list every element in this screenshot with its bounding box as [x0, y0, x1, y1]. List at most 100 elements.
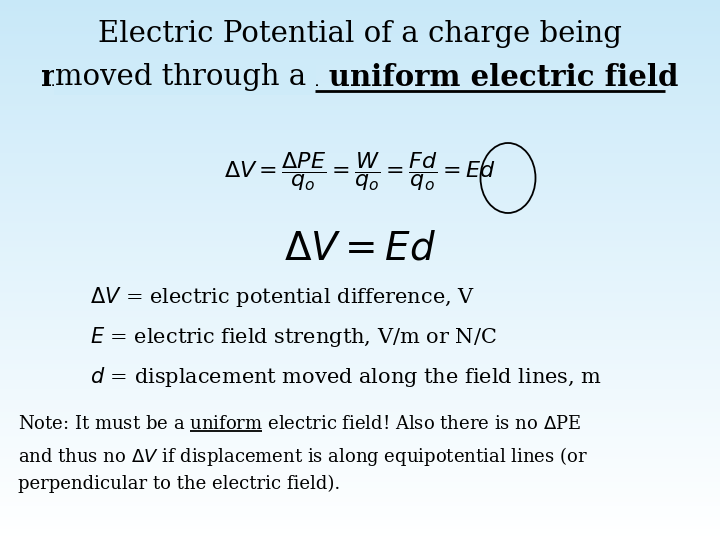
Bar	[0, 58, 720, 59]
Bar	[0, 207, 720, 209]
Bar	[0, 401, 720, 403]
Bar	[0, 387, 720, 389]
Bar	[0, 153, 720, 155]
Bar	[0, 299, 720, 301]
Bar	[0, 180, 720, 182]
Bar	[0, 529, 720, 531]
Bar	[0, 65, 720, 66]
Bar	[0, 488, 720, 490]
Bar	[0, 193, 720, 194]
Bar	[0, 528, 720, 529]
Bar	[0, 119, 720, 120]
Bar	[0, 92, 720, 93]
Bar	[0, 319, 720, 320]
Bar	[0, 474, 720, 475]
Bar	[0, 331, 720, 333]
Bar	[0, 49, 720, 50]
Text: Note: It must be a uniform electric field! Also there is no $\Delta$PE: Note: It must be a uniform electric fiel…	[18, 415, 581, 433]
Bar	[0, 471, 720, 474]
Bar	[0, 160, 720, 162]
Bar	[0, 198, 720, 200]
Bar	[0, 185, 720, 187]
Bar	[0, 531, 720, 533]
Bar	[0, 329, 720, 331]
Bar	[0, 393, 720, 394]
Bar	[0, 270, 720, 272]
Bar	[0, 93, 720, 96]
Bar	[0, 126, 720, 128]
Bar	[0, 266, 720, 268]
Bar	[0, 18, 720, 20]
Bar	[0, 463, 720, 464]
Bar	[0, 515, 720, 517]
Bar	[0, 72, 720, 74]
Bar	[0, 106, 720, 108]
Bar	[0, 252, 720, 254]
Bar	[0, 513, 720, 515]
Bar	[0, 447, 720, 448]
Bar	[0, 5, 720, 7]
Bar	[0, 239, 720, 241]
Bar	[0, 335, 720, 336]
Bar	[0, 54, 720, 56]
Bar	[0, 225, 720, 227]
Bar	[0, 74, 720, 76]
Bar	[0, 466, 720, 468]
Bar	[0, 282, 720, 285]
Bar	[0, 308, 720, 309]
Bar	[0, 77, 720, 79]
Bar	[0, 410, 720, 412]
Bar	[0, 430, 720, 432]
Bar	[0, 227, 720, 228]
Bar	[0, 135, 720, 137]
Text: $\Delta V$ = electric potential difference, V: $\Delta V$ = electric potential differen…	[90, 285, 475, 309]
Bar	[0, 223, 720, 225]
Bar	[0, 333, 720, 335]
Bar	[0, 123, 720, 124]
Bar	[0, 312, 720, 313]
Bar	[0, 340, 720, 342]
Bar	[0, 322, 720, 324]
Bar	[0, 302, 720, 304]
Bar	[0, 115, 720, 117]
Bar	[0, 309, 720, 312]
Text: and thus no $\Delta V$ if displacement is along equipotential lines (or: and thus no $\Delta V$ if displacement i…	[18, 445, 588, 468]
Bar	[0, 517, 720, 518]
Text: Electric Potential of a charge being: Electric Potential of a charge being	[98, 20, 622, 48]
Bar	[0, 16, 720, 18]
Bar	[0, 147, 720, 150]
Bar	[0, 403, 720, 405]
Bar	[0, 158, 720, 160]
Bar	[0, 281, 720, 282]
Bar	[0, 497, 720, 498]
Bar	[0, 454, 720, 455]
Bar	[0, 196, 720, 198]
Bar	[0, 346, 720, 347]
Bar	[0, 184, 720, 185]
Bar	[0, 441, 720, 443]
Bar	[0, 520, 720, 522]
Bar	[0, 204, 720, 205]
Bar	[0, 241, 720, 243]
Bar	[0, 245, 720, 247]
Bar	[0, 31, 720, 32]
Bar	[0, 301, 720, 302]
Bar	[0, 366, 720, 367]
Bar	[0, 218, 720, 220]
Bar	[0, 140, 720, 142]
Bar	[0, 150, 720, 151]
Bar	[0, 212, 720, 214]
Bar	[0, 508, 720, 509]
Bar	[0, 315, 720, 317]
Bar	[0, 285, 720, 286]
Bar	[0, 25, 720, 27]
Bar	[0, 52, 720, 54]
Bar	[0, 268, 720, 270]
Bar	[0, 538, 720, 540]
Bar	[0, 231, 720, 232]
Bar	[0, 313, 720, 315]
Bar	[0, 409, 720, 410]
Bar	[0, 385, 720, 387]
Bar	[0, 211, 720, 212]
Bar	[0, 363, 720, 366]
